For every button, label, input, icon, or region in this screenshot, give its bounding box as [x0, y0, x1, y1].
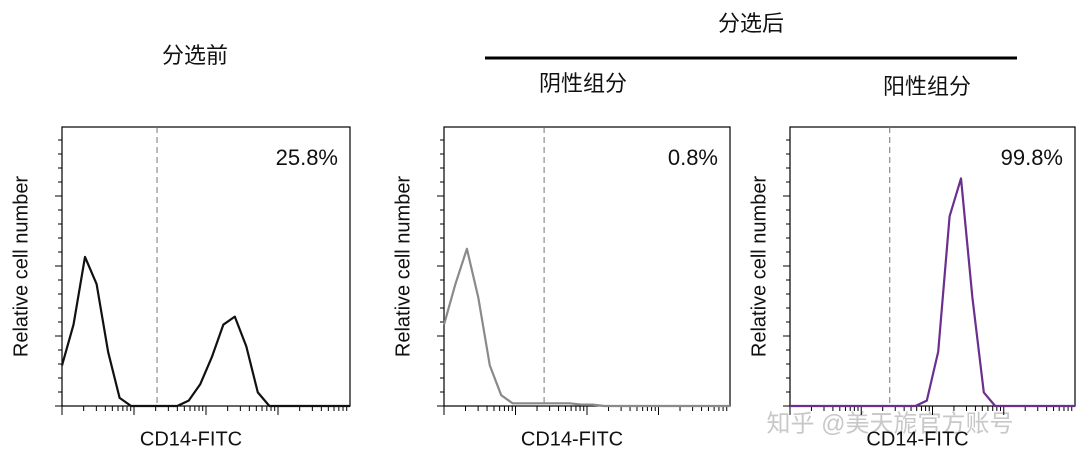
y-axis-label: Relative cell number	[392, 176, 414, 358]
y-axis-label: Relative cell number	[10, 176, 32, 358]
histogram-line	[60, 255, 350, 408]
annotation: 25.8%	[276, 145, 338, 170]
panel-title: 分选前	[162, 43, 228, 68]
y-axis-label: Relative cell number	[748, 176, 770, 358]
annotation: 0.8%	[668, 145, 718, 170]
x-axis-label: CD14-FITC	[866, 428, 968, 450]
watermark: 知乎 @美天旎官方账号	[766, 410, 1013, 437]
histogram-line	[442, 247, 730, 408]
annotation: 99.8%	[1001, 145, 1063, 170]
panel-title: 阳性组分	[883, 74, 971, 99]
histogram-line	[790, 177, 1075, 408]
group-title: 分选后	[718, 11, 784, 36]
panel-title: 阴性组分	[539, 71, 627, 96]
x-axis-label: CD14-FITC	[521, 428, 623, 450]
x-axis-label: CD14-FITC	[140, 428, 242, 450]
